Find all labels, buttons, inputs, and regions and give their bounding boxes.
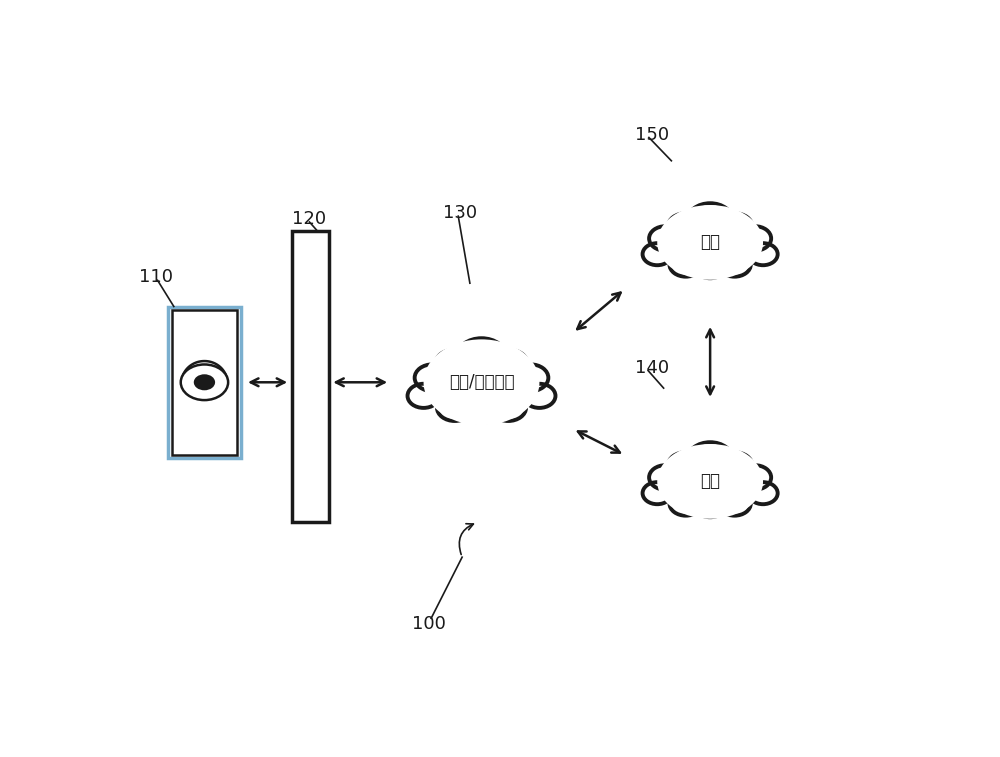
Circle shape	[649, 466, 682, 490]
Circle shape	[739, 226, 771, 251]
Ellipse shape	[181, 361, 228, 403]
Circle shape	[489, 350, 528, 379]
Circle shape	[464, 396, 499, 423]
Circle shape	[181, 364, 228, 400]
Text: 120: 120	[292, 210, 326, 228]
Ellipse shape	[653, 199, 767, 285]
Circle shape	[668, 213, 704, 240]
Circle shape	[643, 482, 672, 504]
Circle shape	[457, 338, 506, 375]
Text: 输入/输出接口: 输入/输出接口	[449, 373, 514, 391]
Circle shape	[669, 252, 702, 276]
Circle shape	[687, 203, 733, 238]
Circle shape	[717, 452, 752, 479]
Circle shape	[739, 466, 771, 490]
Text: 140: 140	[635, 359, 669, 377]
Circle shape	[435, 350, 474, 379]
Circle shape	[668, 452, 704, 479]
Circle shape	[718, 491, 751, 516]
Circle shape	[717, 213, 752, 240]
Circle shape	[649, 226, 682, 251]
Text: 处理: 处理	[700, 472, 720, 491]
Circle shape	[687, 442, 733, 476]
Circle shape	[523, 384, 555, 408]
Circle shape	[415, 364, 450, 391]
Ellipse shape	[419, 332, 544, 432]
Text: 150: 150	[635, 126, 669, 144]
Text: 100: 100	[412, 615, 446, 633]
Circle shape	[718, 252, 751, 276]
Circle shape	[437, 394, 473, 421]
Circle shape	[694, 493, 726, 517]
Ellipse shape	[424, 339, 539, 425]
Circle shape	[194, 374, 215, 391]
Ellipse shape	[657, 444, 763, 519]
FancyArrowPatch shape	[459, 524, 473, 555]
Ellipse shape	[657, 205, 763, 280]
Text: 130: 130	[443, 204, 477, 223]
Circle shape	[490, 394, 526, 421]
Bar	[292, 231, 329, 522]
Circle shape	[748, 482, 778, 504]
Circle shape	[643, 243, 672, 265]
Ellipse shape	[653, 438, 767, 525]
Circle shape	[694, 254, 726, 279]
Circle shape	[408, 384, 440, 408]
Circle shape	[669, 491, 702, 516]
Circle shape	[748, 243, 778, 265]
Text: 110: 110	[139, 269, 173, 286]
Bar	[172, 310, 237, 454]
Circle shape	[513, 364, 548, 391]
Bar	[168, 307, 241, 458]
Text: 存储: 存储	[700, 233, 720, 251]
Polygon shape	[182, 361, 227, 395]
